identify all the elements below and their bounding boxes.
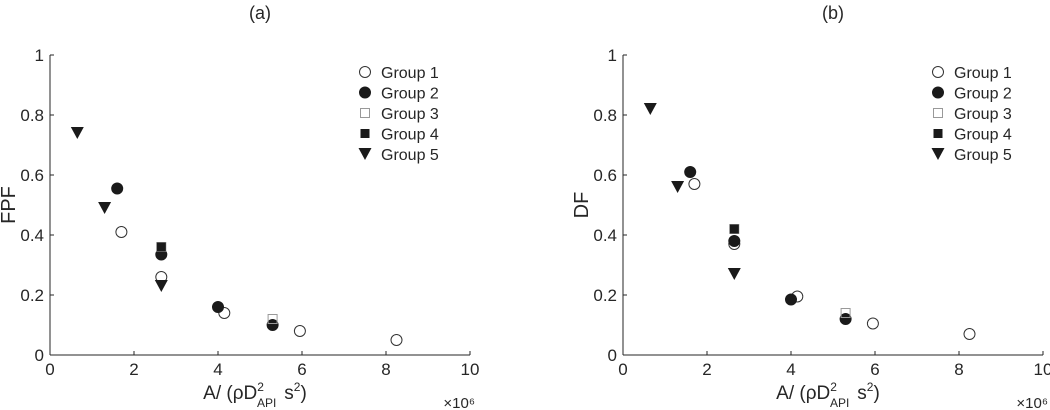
- data-point: [115, 226, 128, 238]
- legend-marker: [931, 148, 945, 160]
- legend-marker: [360, 129, 370, 138]
- y-tick-label: 0: [608, 346, 617, 365]
- x-tick-label: 8: [954, 360, 963, 379]
- x-axis-exponent: ×10⁶: [443, 395, 475, 410]
- data-point: [98, 202, 112, 214]
- x-tick-label: 6: [870, 360, 879, 379]
- data-point: [728, 235, 741, 247]
- legend-marker: [932, 66, 944, 78]
- data-point: [267, 314, 278, 324]
- data-point: [156, 242, 166, 252]
- x-tick-label: 10: [461, 360, 480, 379]
- x-axis-label-part: A/ (ρD: [776, 383, 830, 404]
- x-axis-label-part: s: [857, 383, 867, 404]
- y-tick-label: 0.2: [593, 286, 617, 305]
- legend-marker: [932, 86, 944, 99]
- legend-entry: Group 5: [381, 147, 439, 164]
- data-point: [293, 325, 306, 337]
- data-point: [266, 319, 279, 331]
- panel-title: (a): [249, 3, 271, 23]
- x-axis-label-part: 2: [867, 380, 874, 394]
- legend-entry: Group 3: [381, 106, 439, 123]
- x-tick-label: 2: [129, 360, 138, 379]
- y-tick-label: 0.4: [20, 226, 44, 245]
- x-axis-label-part: ): [300, 383, 306, 404]
- data-point: [840, 308, 851, 318]
- legend-entry: Group 5: [954, 147, 1012, 164]
- y-tick-label: 1: [608, 46, 617, 65]
- data-point: [70, 127, 84, 139]
- x-axis-label-part: s: [284, 383, 294, 404]
- legend-entry: Group 2: [381, 86, 439, 103]
- x-tick-label: 10: [1034, 360, 1050, 379]
- data-point: [390, 334, 403, 346]
- data-point: [785, 293, 797, 306]
- x-axis-label-part: A/ (ρD: [203, 383, 257, 404]
- legend-entry: Group 4: [381, 127, 439, 144]
- x-axis-label-part: API: [257, 396, 276, 410]
- data-point: [111, 182, 124, 195]
- y-tick-label: 0: [35, 346, 44, 365]
- x-tick-label: 0: [45, 360, 54, 379]
- data-point: [727, 268, 741, 280]
- y-tick-label: 0.4: [593, 226, 617, 245]
- data-point: [684, 166, 697, 178]
- legend-marker: [358, 148, 372, 160]
- legend-entry: Group 4: [954, 127, 1012, 144]
- x-axis-label-part: 2: [830, 380, 837, 394]
- x-tick-label: 8: [381, 360, 390, 379]
- legend-entry: Group 2: [954, 86, 1012, 103]
- data-point: [212, 301, 224, 313]
- data-point: [729, 224, 739, 234]
- x-axis-label-part: 2: [257, 380, 264, 394]
- data-point: [688, 178, 701, 190]
- data-point: [154, 280, 168, 292]
- y-axis-label: FPF: [0, 186, 20, 224]
- x-axis-label-part: API: [830, 396, 849, 410]
- x-axis-label-part: 2: [294, 380, 301, 394]
- y-tick-label: 0.8: [20, 106, 44, 125]
- data-point: [963, 328, 976, 340]
- y-tick-label: 0.6: [593, 166, 617, 185]
- legend-marker: [359, 86, 371, 99]
- x-tick-label: 6: [297, 360, 306, 379]
- x-axis-label-part: ): [873, 383, 879, 404]
- legend-marker: [360, 108, 370, 118]
- x-axis-exponent: ×10⁶: [1016, 395, 1048, 410]
- x-axis-label: A/ (ρD2 API s2): [203, 380, 307, 410]
- legend-entry: Group 3: [954, 106, 1012, 123]
- y-tick-label: 1: [35, 46, 44, 65]
- legend-marker: [933, 108, 943, 118]
- x-tick-label: 2: [702, 360, 711, 379]
- y-axis-label: DF: [571, 192, 593, 219]
- x-tick-label: 4: [213, 360, 222, 379]
- data-point: [866, 317, 879, 330]
- legend-entry: Group 1: [381, 65, 439, 82]
- x-axis-label: A/ (ρD2 API s2): [776, 380, 880, 410]
- x-tick-label: 4: [786, 360, 795, 379]
- data-point: [839, 313, 852, 325]
- legend-marker: [359, 66, 371, 78]
- legend-marker: [933, 129, 943, 138]
- legend-entry: Group 1: [954, 65, 1012, 82]
- data-point: [643, 103, 657, 115]
- y-tick-label: 0.8: [593, 106, 617, 125]
- x-tick-label: 0: [618, 360, 627, 379]
- panel-title: (b): [822, 3, 844, 23]
- data-point: [671, 181, 685, 193]
- y-tick-label: 0.6: [20, 166, 44, 185]
- y-tick-label: 0.2: [20, 286, 44, 305]
